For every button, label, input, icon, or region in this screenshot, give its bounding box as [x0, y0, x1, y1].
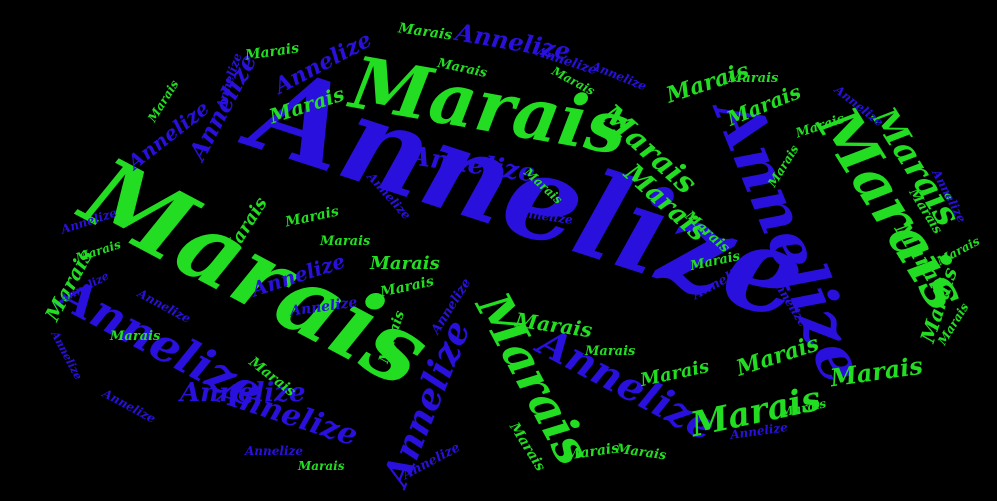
- word-marais-s2: Marais: [397, 20, 454, 44]
- word-annelize-s8: Annelize: [245, 444, 303, 458]
- word-marais-s16: Marais: [110, 329, 161, 344]
- word-marais-s19: Marais: [283, 203, 341, 231]
- word-annelize-m5: Annelize: [180, 378, 306, 408]
- word-annelize-s12: Annelize: [48, 328, 85, 383]
- word-marais-m12: Marais: [370, 253, 440, 274]
- word-annelize-s19: Annelize: [100, 386, 158, 426]
- word-marais-s20: Marais: [320, 234, 371, 249]
- word-marais-s5: Marais: [728, 71, 779, 86]
- word-marais-s11: Marais: [615, 441, 668, 464]
- word-marais-s23: Marais: [585, 344, 636, 359]
- word-marais-s14: Marais: [298, 459, 345, 473]
